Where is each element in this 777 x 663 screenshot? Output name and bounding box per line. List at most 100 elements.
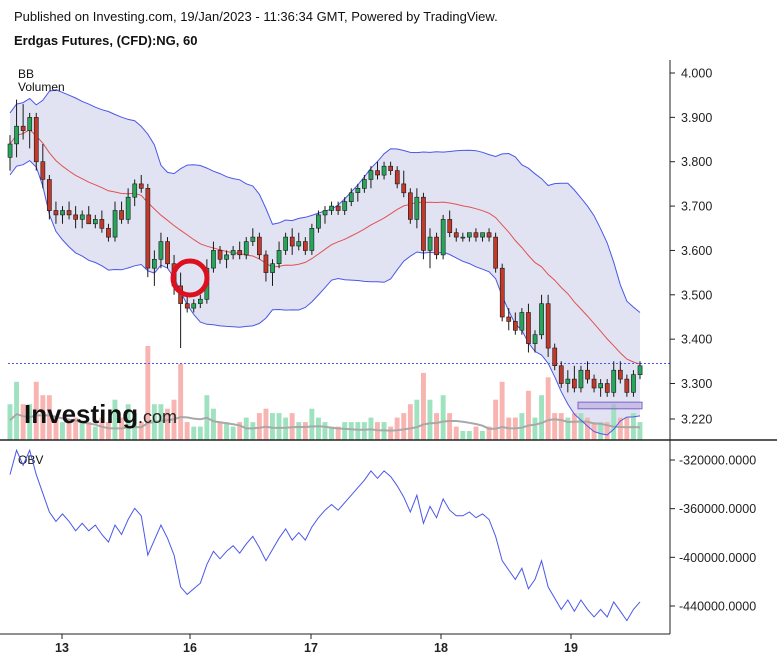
candle-body — [66, 210, 72, 216]
obv-tick-label: -360000.0000 — [679, 502, 756, 516]
volume-bar — [250, 422, 256, 440]
candle-body — [302, 241, 308, 251]
candle-body — [348, 192, 354, 203]
candle-body — [198, 298, 203, 304]
chart-title: Erdgas Futures, (CFD):NG, 60 — [14, 33, 198, 48]
volume-bar — [33, 381, 39, 440]
volume-bar — [106, 422, 111, 440]
time-tick-label: 13 — [55, 641, 69, 655]
candle-body — [40, 161, 46, 180]
candle-body — [611, 369, 617, 393]
volume-bar — [165, 408, 170, 440]
candle-body — [250, 236, 256, 242]
candle-body — [112, 210, 118, 238]
candle-body — [217, 250, 223, 260]
time-tick-label: 17 — [304, 641, 318, 655]
volume-bar — [434, 413, 439, 440]
volume-bar — [388, 426, 394, 440]
candle-body — [329, 205, 334, 211]
candlesticks — [7, 99, 643, 397]
marker-circle — [170, 258, 210, 298]
obv-line — [9, 448, 641, 622]
candle-body — [421, 196, 426, 251]
candle-body — [276, 250, 282, 264]
candle-body — [558, 365, 564, 384]
volume-bar — [60, 422, 65, 440]
legend-bb: BB — [18, 67, 34, 81]
volume-bar — [302, 422, 308, 440]
candle-body — [512, 321, 518, 331]
time-axis: 13 16 17 18 19 — [55, 634, 578, 655]
volume-bar — [66, 422, 72, 440]
volume-bar — [237, 422, 243, 440]
obv-tick-label: -400000.0000 — [679, 551, 756, 565]
candle-body — [375, 170, 380, 176]
candle-body — [263, 254, 269, 273]
volume-bar — [263, 408, 269, 440]
volume-bar — [342, 422, 348, 440]
candle-body — [296, 241, 302, 247]
candle-body — [237, 250, 243, 256]
volume-bar — [270, 413, 275, 440]
volume-bar — [46, 395, 52, 440]
volume-bar — [191, 426, 197, 440]
candle-body — [342, 201, 348, 211]
volume-bar — [86, 422, 92, 440]
time-tick-label: 19 — [564, 641, 578, 655]
candle-body — [368, 170, 374, 180]
candle-body — [453, 232, 459, 238]
price-tick-label: 3.300 — [681, 377, 712, 391]
volume-bar — [493, 399, 499, 440]
candle-body — [539, 303, 544, 336]
price-tick-label: 4.000 — [681, 67, 712, 81]
volume-bar — [440, 395, 446, 440]
price-tick-label: 3.500 — [681, 288, 712, 302]
candle-body — [447, 219, 453, 233]
candle-body — [480, 232, 485, 238]
volume-bar — [460, 431, 466, 440]
volume-bar — [598, 422, 604, 440]
candle-body — [440, 219, 446, 256]
investing-logo: Investing .com — [24, 399, 177, 429]
candle-body — [565, 378, 571, 384]
volume-bar — [585, 417, 590, 440]
volume-bar — [335, 426, 341, 440]
candle-body — [532, 334, 538, 344]
candle-body — [79, 214, 85, 220]
logo-suffix: .com — [138, 407, 177, 427]
volume-bar — [125, 404, 131, 440]
candle-body — [270, 263, 275, 273]
volume-bar — [361, 422, 367, 440]
candle-body — [631, 374, 636, 393]
candle-body — [401, 183, 407, 194]
candle-body — [27, 117, 33, 132]
candle-body — [106, 228, 111, 238]
candle-body — [243, 241, 249, 256]
candle-body — [427, 236, 433, 251]
volume-bar — [348, 422, 354, 440]
candle-body — [191, 303, 197, 309]
volume-bar — [532, 417, 538, 440]
volume-bar — [355, 422, 361, 440]
volume-bar — [329, 426, 334, 440]
volume-bar — [526, 390, 531, 440]
candle-body — [132, 183, 138, 198]
volume-bar — [401, 413, 407, 440]
candle-body — [381, 165, 387, 176]
volume-bar — [99, 417, 105, 440]
candle-body — [322, 210, 328, 216]
volume-bar — [604, 422, 610, 440]
candle-body — [473, 232, 479, 238]
candle-body — [604, 383, 610, 393]
volume-bar — [7, 404, 13, 440]
candle-body — [486, 232, 492, 238]
candle-body — [552, 347, 558, 367]
volume-bar — [617, 417, 623, 440]
bollinger-basis-line — [9, 128, 641, 365]
volume-bar — [473, 426, 479, 440]
highlight-zone-box — [577, 401, 643, 410]
volume-bar — [499, 381, 505, 440]
candle-body — [545, 303, 551, 349]
candle-body — [165, 241, 170, 265]
time-tick-label: 16 — [183, 641, 197, 655]
